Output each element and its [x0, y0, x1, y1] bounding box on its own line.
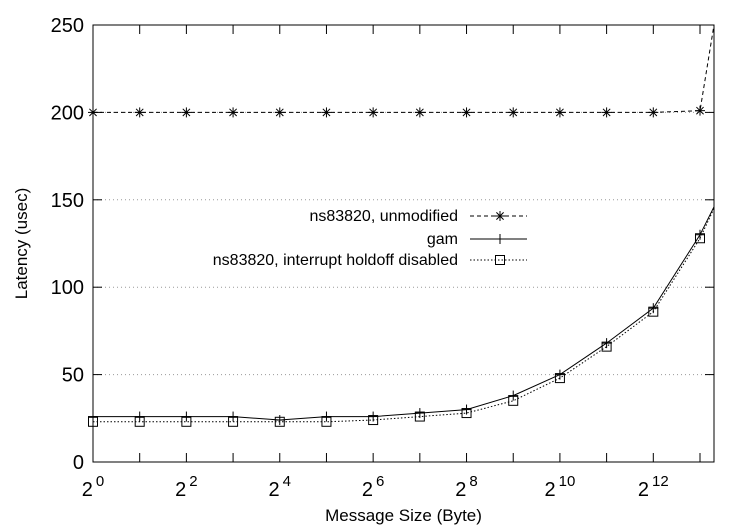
x-tick-label: 2 12	[638, 473, 669, 501]
series-layer	[88, 24, 715, 427]
data-point	[554, 369, 565, 380]
legend: ns83820, unmodified gam ns83820, interrupt…	[213, 208, 527, 269]
y-tick-label: 0	[73, 452, 84, 474]
data-point	[181, 107, 192, 118]
data-point	[554, 373, 565, 384]
y-tick-label: 100	[51, 277, 84, 299]
y-axis-label: Latency (usec)	[12, 188, 31, 300]
grid-lines	[93, 111, 714, 376]
data-point	[181, 416, 192, 427]
data-point	[321, 411, 332, 422]
legend-marker	[495, 234, 505, 244]
legend-label: ns83820, unmodified	[309, 208, 458, 225]
data-point	[554, 107, 565, 118]
data-point	[134, 107, 145, 118]
data-point	[601, 338, 612, 349]
data-point	[601, 341, 612, 352]
series-line	[93, 206, 715, 421]
x-axis-label: Message Size (Byte)	[325, 506, 482, 525]
data-point	[461, 408, 472, 419]
data-point	[321, 107, 332, 118]
data-point	[181, 411, 192, 422]
data-point	[694, 233, 705, 244]
data-point	[601, 107, 612, 118]
data-point	[414, 107, 425, 118]
data-point	[228, 416, 239, 427]
data-point	[461, 107, 472, 118]
legend-label: gam	[427, 231, 458, 248]
data-point	[368, 107, 379, 118]
legend-label: ns83820, interrupt holdoff disabled	[213, 252, 458, 269]
data-point	[508, 107, 519, 118]
data-point	[228, 107, 239, 118]
axes: 0 50 100 150 200 250 2 0 2 2 2 4 2 6 2 8 2 10 2 12	[51, 15, 714, 501]
series-1	[88, 24, 715, 118]
data-point	[508, 390, 519, 401]
y-tick-label: 50	[62, 365, 84, 387]
plot-frame	[92, 24, 715, 463]
data-point	[228, 411, 239, 422]
legend-marker	[495, 211, 505, 221]
data-point	[508, 395, 519, 406]
data-point	[461, 404, 472, 415]
y-tick-label: 200	[51, 102, 84, 124]
series-line	[93, 208, 715, 423]
data-point	[321, 416, 332, 427]
y-tick-label: 150	[51, 190, 84, 212]
y-tick-label: 250	[51, 15, 84, 37]
series-3	[88, 208, 715, 427]
data-point	[694, 105, 705, 116]
data-point	[274, 416, 285, 427]
x-tick-label: 2 10	[545, 473, 576, 501]
series-2	[88, 206, 715, 426]
data-point	[648, 306, 659, 317]
data-point	[648, 107, 659, 118]
data-point	[414, 411, 425, 422]
legend-marker	[495, 255, 505, 265]
data-point	[368, 415, 379, 426]
series-line	[93, 24, 715, 113]
data-point	[274, 107, 285, 118]
data-point	[414, 408, 425, 419]
data-point	[134, 411, 145, 422]
data-point	[134, 416, 145, 427]
data-point	[274, 415, 285, 426]
